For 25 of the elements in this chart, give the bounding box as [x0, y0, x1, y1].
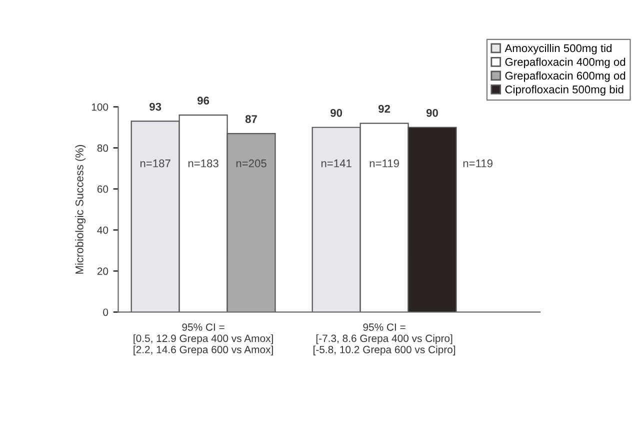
annotation: n=119: [370, 159, 399, 168]
y-tick-label: 60: [97, 185, 108, 193]
y-tick-label: 100: [92, 103, 108, 111]
y-tick-label: 0: [103, 308, 108, 316]
legend-label: Grepafloxacin 400mg od: [505, 58, 626, 68]
annotation: n=119: [463, 159, 492, 168]
x-tick-label: 95% CI = [-7.3, 8.6 Grepa 400 vs Cipro] [-5.8, 10.2 Grepa 600 vs Cipro]: [314, 323, 456, 356]
annotation: n=205: [236, 159, 266, 168]
annotation: n=187: [140, 159, 170, 168]
data-label: 93: [150, 102, 162, 111]
data-label: 90: [426, 108, 438, 117]
annotation: n=183: [188, 159, 218, 168]
y-tick-label: 40: [97, 226, 108, 234]
y-axis-title: Microbiologic Success (%): [75, 145, 86, 274]
legend-label: Grepafloxacin 600mg od: [505, 71, 626, 82]
x-tick-label: 95% CI = [0.5, 12.9 Grepa 400 vs Amox] [2.2, 14.6 Grepa 600 vs Amox]: [134, 323, 273, 356]
data-label: 92: [378, 104, 390, 113]
legend-label: Amoxycillin 500mg tid: [504, 44, 612, 54]
data-label: 90: [330, 108, 342, 117]
y-tick-label: 20: [97, 268, 108, 275]
data-label: 96: [197, 96, 210, 105]
data-label: 87: [245, 115, 257, 123]
annotation: n=141: [321, 160, 352, 168]
legend-label: Ciprofloxacin 500mg bid: [505, 85, 624, 96]
y-tick-label: 80: [97, 144, 108, 152]
